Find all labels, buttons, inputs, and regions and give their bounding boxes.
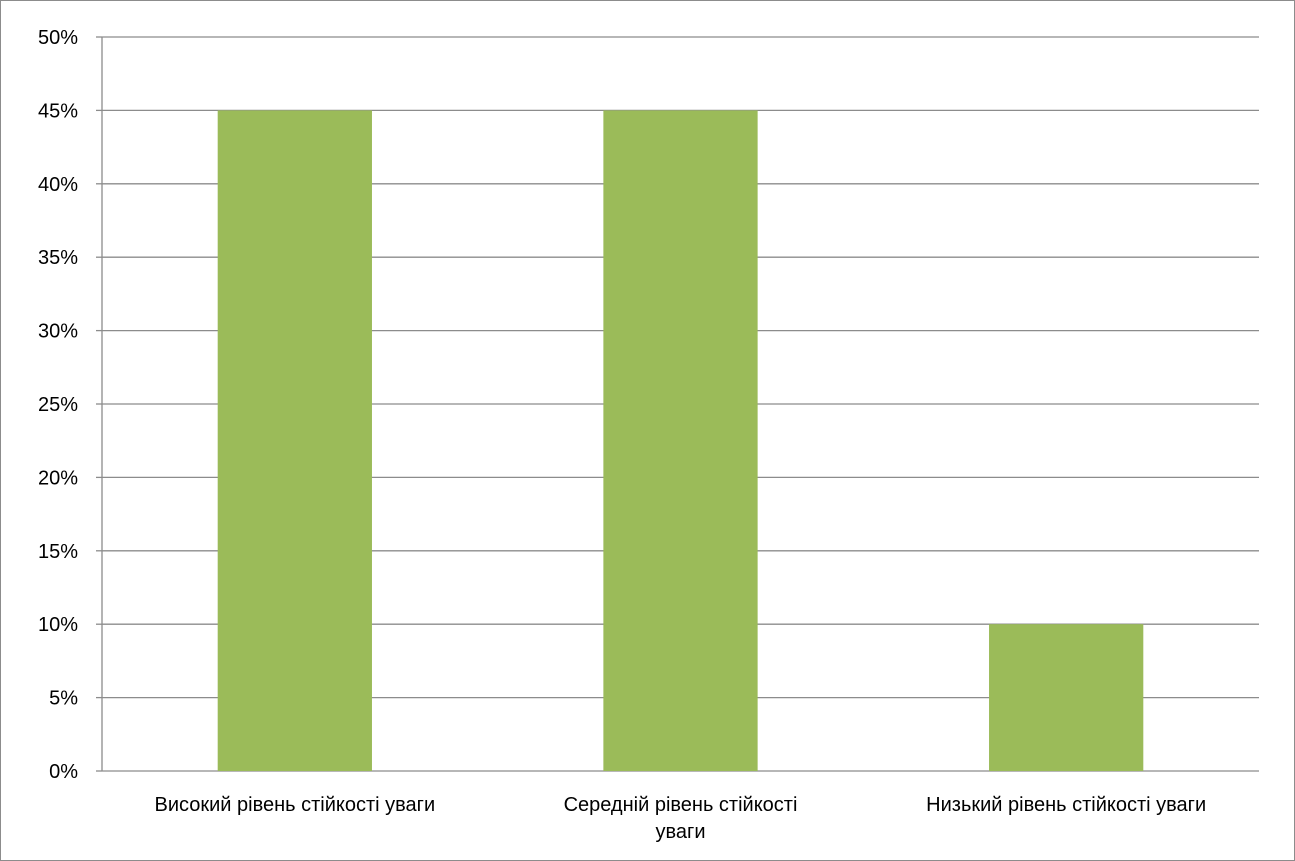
y-tick-label: 15% (38, 541, 78, 563)
y-tick-label: 45% (38, 100, 78, 122)
x-axis-labels: Високий рівень стійкості уваги Середній р… (155, 794, 1207, 843)
bar (989, 624, 1144, 771)
x-category-label: Низький рівень стійкості уваги (926, 794, 1206, 816)
y-tick-label: 10% (38, 614, 78, 636)
y-tick-label: 40% (38, 174, 78, 196)
y-axis-ticks: 0% 5% 10% 15% 20% 25% 30% 35% 40% 45% 50% (38, 27, 78, 783)
y-tick-label: 20% (38, 467, 78, 489)
bar (603, 110, 758, 771)
y-tick-label: 50% (38, 27, 78, 49)
bars (217, 110, 1144, 771)
y-tick-label: 0% (49, 761, 78, 783)
y-tick-label: 35% (38, 247, 78, 269)
y-tick-label: 5% (49, 688, 78, 710)
y-tick-label: 25% (38, 394, 78, 416)
bar (217, 110, 372, 771)
x-category-label: Високий рівень стійкості уваги (155, 794, 436, 816)
y-tick-label: 30% (38, 321, 78, 343)
x-category-label: Середній рівень стійкості уваги (564, 794, 798, 843)
